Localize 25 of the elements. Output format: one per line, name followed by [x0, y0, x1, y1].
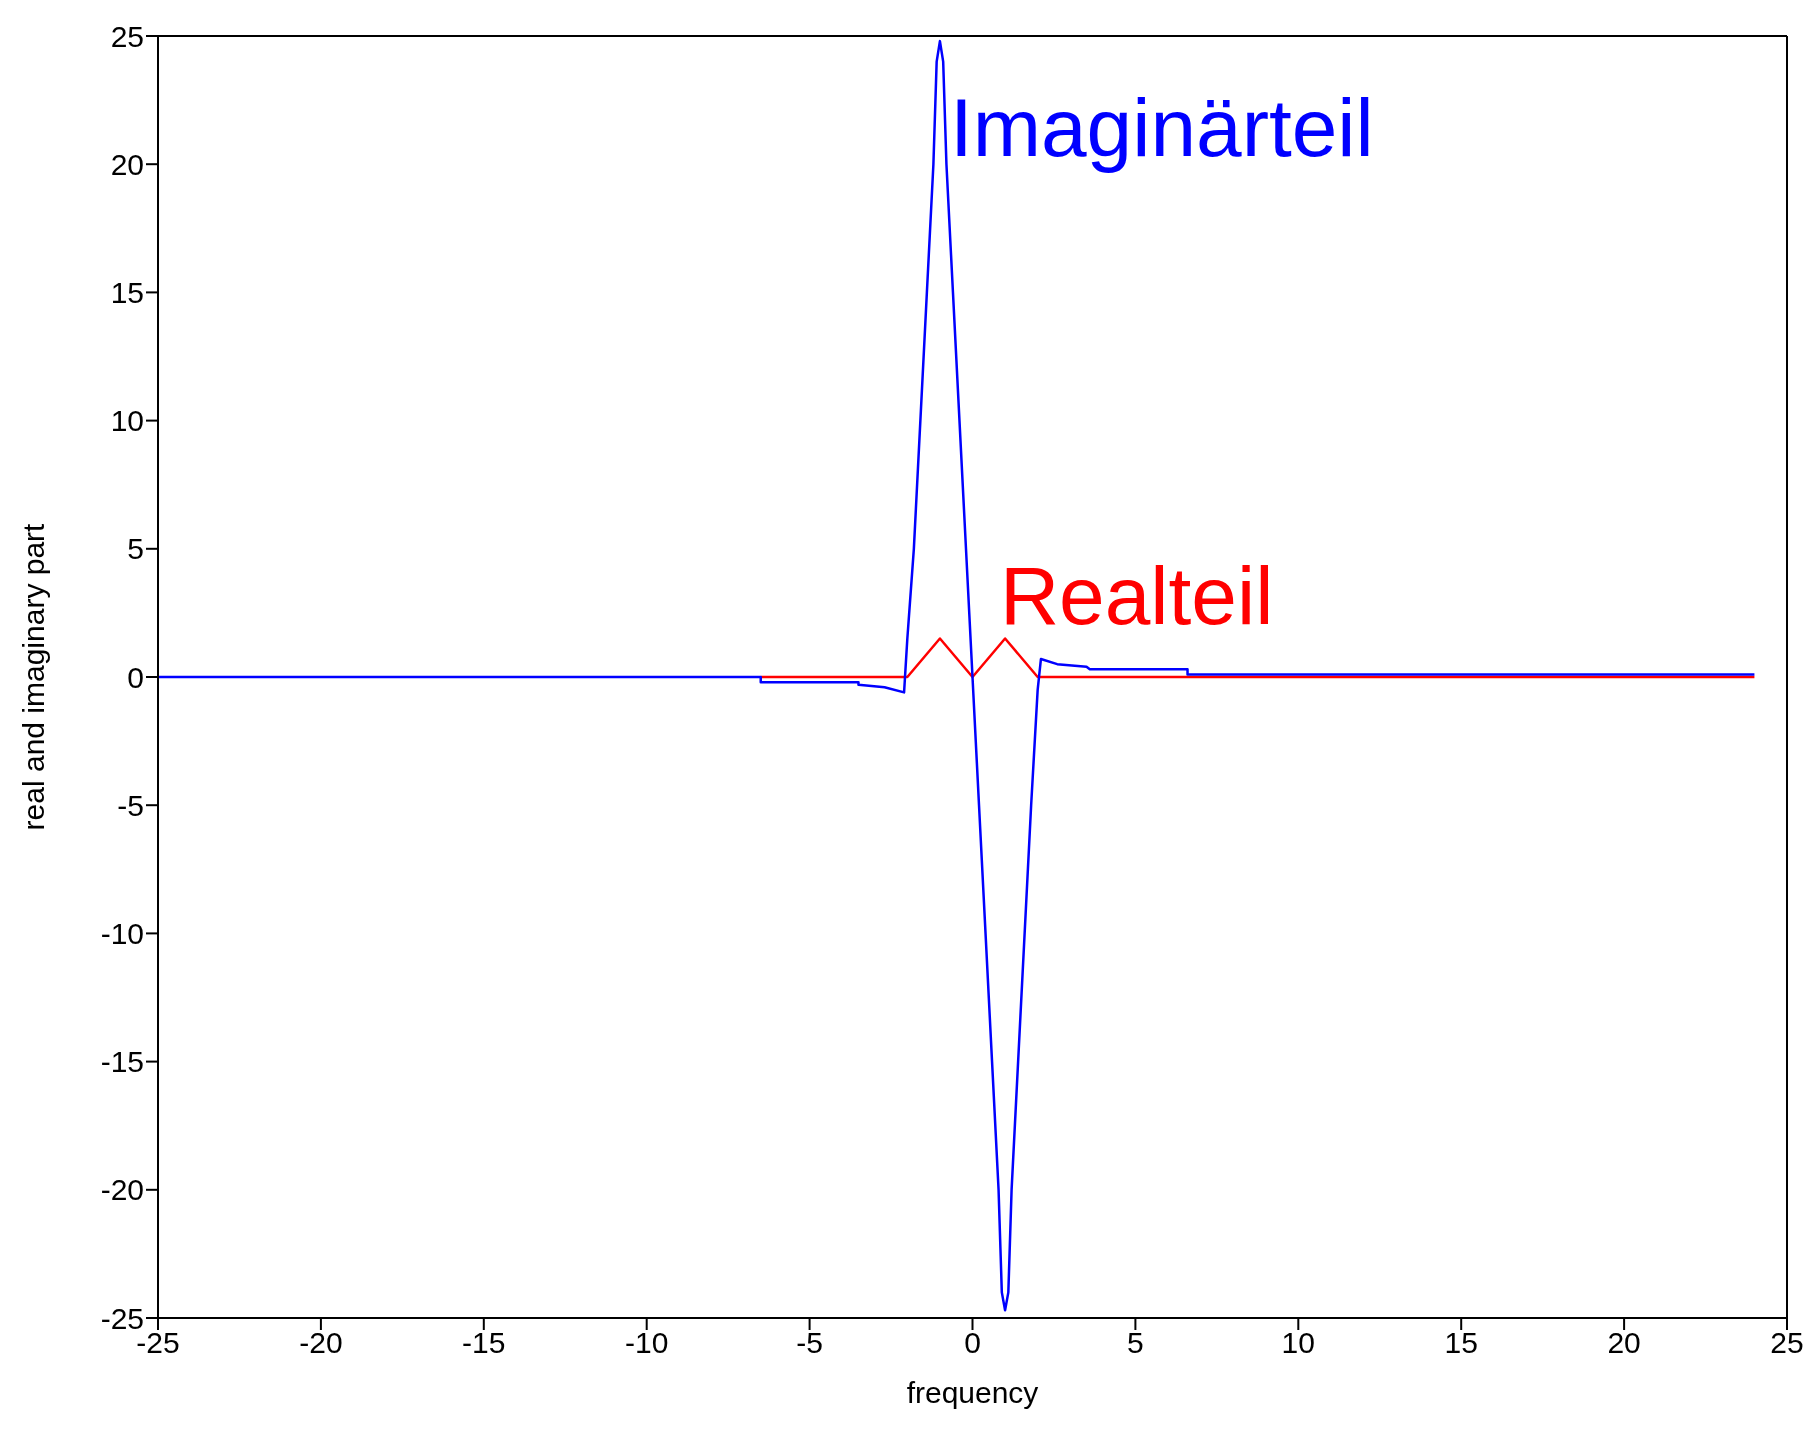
y-tick-label: -10	[100, 917, 144, 951]
y-tick-label: 10	[110, 404, 144, 438]
y-axis-title: real and imaginary part	[16, 522, 50, 831]
x-tick-label: -20	[299, 1326, 343, 1360]
y-tick-label: 25	[110, 19, 144, 53]
y-tick-label: 20	[110, 147, 144, 181]
x-tick-label: 0	[964, 1326, 981, 1360]
series-label: Realteil	[999, 549, 1274, 641]
y-tick-label: 0	[127, 660, 144, 694]
x-axis-title: frequency	[906, 1376, 1039, 1409]
series-label: Imaginärteil	[949, 82, 1374, 174]
line-series	[158, 39, 1756, 1312]
x-tick-label: -15	[462, 1326, 506, 1360]
y-tick-label: 15	[110, 276, 144, 310]
y-tick-label: -5	[117, 788, 144, 822]
x-tick-label: 20	[1607, 1326, 1641, 1360]
x-tick-label: 25	[1770, 1326, 1804, 1360]
y-tick-label: 5	[127, 532, 144, 566]
x-tick-label: 5	[1127, 1326, 1144, 1360]
x-tick-label: 10	[1281, 1326, 1315, 1360]
y-tick-label: -20	[100, 1173, 144, 1207]
x-tick-label: 15	[1444, 1326, 1478, 1360]
x-tick-label: -5	[796, 1326, 823, 1360]
x-tick-label: -10	[625, 1326, 669, 1360]
y-tick-label: -15	[100, 1045, 144, 1079]
